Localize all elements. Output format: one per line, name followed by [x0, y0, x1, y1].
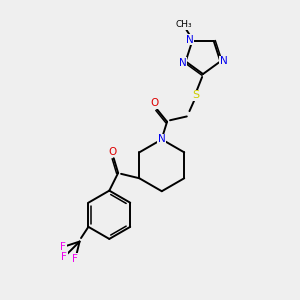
Text: F: F [61, 252, 67, 262]
Text: N: N [220, 56, 228, 66]
Text: O: O [150, 98, 158, 109]
Text: CH₃: CH₃ [176, 20, 192, 29]
Text: N: N [179, 58, 187, 68]
Text: N: N [186, 34, 194, 44]
Text: N: N [158, 134, 166, 144]
Text: F: F [60, 242, 66, 252]
Text: S: S [192, 90, 199, 100]
Text: O: O [109, 147, 117, 157]
Text: F: F [72, 254, 78, 264]
